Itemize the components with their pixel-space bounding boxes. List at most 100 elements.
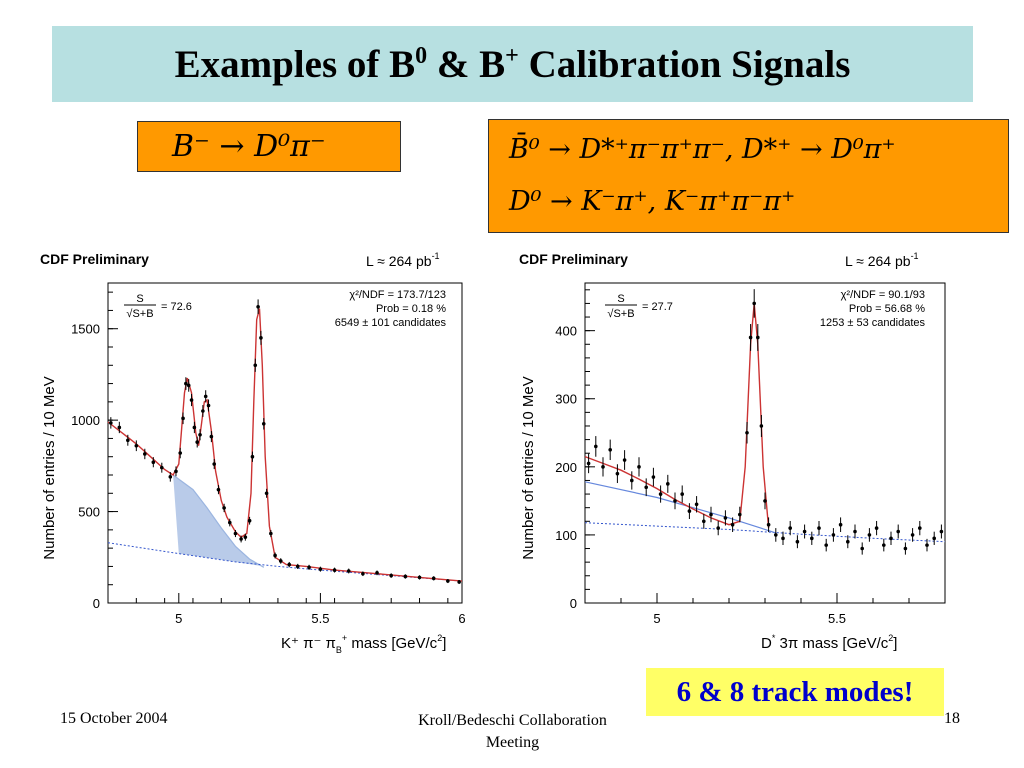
data-point [189, 398, 194, 402]
data-point [212, 462, 216, 466]
data-point [622, 458, 627, 462]
data-point [287, 562, 292, 567]
data-point [239, 537, 243, 541]
data-point [278, 559, 283, 563]
y-axis-label: Number of entries / 10 MeV [41, 376, 58, 559]
data-point [295, 564, 300, 569]
data-point [723, 516, 728, 520]
y-tick-label: 1000 [71, 413, 100, 428]
data-point [134, 443, 139, 448]
data-point [702, 519, 706, 524]
data-point [209, 434, 214, 439]
data-point [918, 526, 922, 530]
decay-equation-b0: B̄⁰ → D*⁺π⁻π⁺π⁻, D*⁺ → D⁰π⁺ D⁰ → K⁻π⁺, K… [488, 119, 1009, 233]
mass-plot-b0: CDF Preliminary L ≈ 264 pb-1 Number of e… [519, 251, 946, 652]
data-point [332, 568, 337, 572]
data-point [375, 571, 379, 575]
data-point [143, 452, 147, 456]
data-point [178, 451, 183, 455]
data-point [201, 409, 205, 413]
title-banner: Examples of B0 & B+ Calibration Signals [52, 26, 973, 102]
data-point [168, 475, 173, 479]
data-point [586, 461, 591, 466]
data-point [889, 536, 893, 541]
data-point [831, 533, 836, 537]
data-point [860, 546, 864, 551]
data-point [181, 416, 185, 421]
svg-text:χ²/NDF = 90.1/93: χ²/NDF = 90.1/93 [841, 289, 925, 301]
svg-text:Prob = 56.68 %: Prob = 56.68 % [849, 303, 925, 315]
data-point [874, 526, 879, 530]
equation-text: B⁻ → D⁰π⁻ [172, 129, 326, 164]
data-point [788, 526, 792, 530]
data-point [203, 394, 208, 399]
data-point [253, 363, 258, 368]
data-point [658, 492, 663, 496]
background-fill-layer [172, 474, 265, 568]
significance-box: S √S+B = 27.7 [605, 293, 673, 320]
data-point [738, 512, 742, 517]
data-point [651, 475, 656, 479]
data-point [766, 522, 771, 527]
data-point [250, 454, 255, 459]
combinatorial-background-curve [107, 542, 463, 582]
data-point [346, 569, 351, 573]
axis-ticks: 5 5.5 0 100 200 300 400 [555, 289, 946, 626]
x-tick-label: 5 [653, 611, 660, 626]
data-point [431, 576, 436, 581]
data-point [222, 506, 226, 510]
data-point [932, 536, 936, 541]
data-point [763, 499, 767, 503]
data-point [417, 575, 422, 580]
data-points [109, 299, 461, 584]
data-point [389, 573, 394, 578]
equation-line-1: B̄⁰ → D*⁺π⁻π⁺π⁻, D*⁺ → D⁰π⁺ [509, 134, 896, 165]
data-point [903, 546, 908, 551]
axis-ticks: 5 5.5 6 0 500 1000 1500 [71, 291, 466, 626]
data-point [186, 383, 191, 388]
data-point [261, 422, 266, 426]
data-point [256, 304, 260, 309]
data-point [939, 529, 944, 534]
footer-meeting-line-1: Kroll/Bedeschi Collaboration [418, 712, 607, 729]
footer-meeting-line-2: Meeting [485, 734, 540, 751]
data-point [838, 522, 843, 527]
svg-text:= 72.6: = 72.6 [161, 301, 192, 313]
footer-meeting: Kroll/Bedeschi Collaboration Meeting [360, 710, 665, 754]
partial-reco-background-curve [172, 474, 265, 568]
fit-stats-box: χ²/NDF = 173.7/123 Prob = 0.18 % 6549 ± … [335, 289, 447, 329]
data-point [802, 529, 807, 534]
data-point [687, 509, 692, 513]
data-point [264, 491, 269, 496]
data-point [126, 438, 130, 443]
data-point [403, 574, 408, 579]
data-point [709, 512, 713, 517]
data-point [867, 533, 872, 537]
fit-curves [584, 303, 946, 543]
data-point [694, 502, 699, 507]
data-point [748, 335, 753, 340]
data-point [925, 543, 929, 547]
data-point [273, 553, 277, 558]
data-point [174, 469, 178, 474]
data-point [716, 526, 720, 530]
data-point [192, 425, 197, 430]
data-point [910, 533, 915, 537]
svg-text:√S+B: √S+B [126, 308, 153, 320]
svg-text:√S+B: √S+B [607, 308, 634, 320]
data-point [361, 571, 365, 576]
y-tick-label: 200 [555, 460, 577, 475]
data-point [774, 533, 778, 537]
data-point [206, 403, 211, 408]
data-point [644, 485, 648, 490]
plot-header-right: L ≈ 264 pb-1 [366, 251, 440, 269]
y-tick-label: 0 [93, 596, 100, 611]
data-point [259, 336, 263, 340]
data-point [227, 520, 232, 525]
svg-text:6549 ± 101 candidates: 6549 ± 101 candidates [335, 317, 447, 329]
x-tick-label: 5.5 [828, 611, 846, 626]
data-point [817, 526, 821, 530]
partial-reco-background-fill [173, 475, 264, 568]
data-point [781, 536, 785, 541]
data-point [269, 531, 273, 536]
